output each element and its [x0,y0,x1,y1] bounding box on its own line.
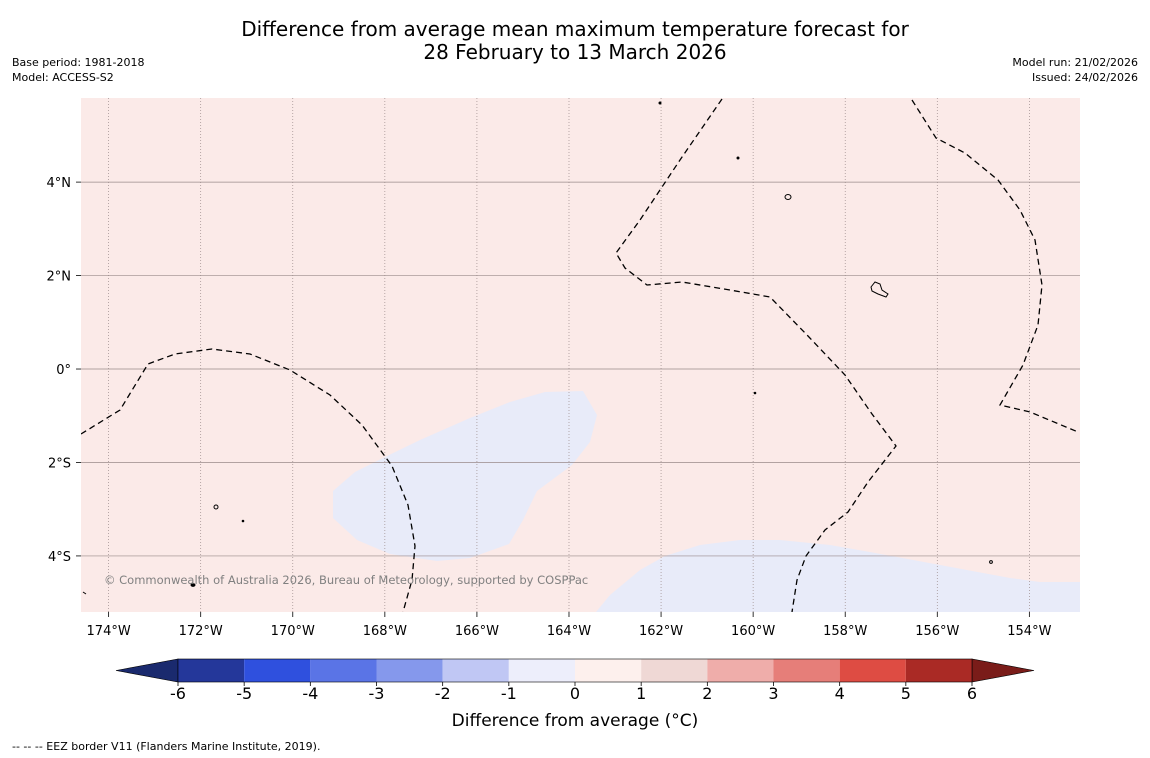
model-run: Model run: 21/02/2026 [1012,56,1138,69]
cool-anomaly-region-central [333,391,597,561]
title-line-1: Difference from average mean maximum tem… [241,17,909,41]
lon-tick-label: 156°W [915,624,959,639]
latitude-labels: 4°N 2°N 0° 2°S 4°S [47,176,81,565]
issued-date: Issued: 24/02/2026 [1031,71,1138,84]
colorbar-tick-label: -1 [501,684,517,703]
graticule [81,98,1080,612]
eez-border-central [615,98,897,612]
cool-anomaly-region-south [596,540,1080,612]
chart-title: Difference from average mean maximum tem… [0,18,1150,64]
copyright-notice: © Commonwealth of Australia 2026, Bureau… [104,573,588,587]
colorbar-tick-label: -2 [435,684,451,703]
lon-tick-label: 170°W [271,624,315,639]
colorbar-tick-label: 5 [901,684,911,703]
base-period: Base period: 1981-2018 [12,56,145,69]
island-west [213,504,219,510]
colorbar-tick-label: -5 [236,684,252,703]
colorbar-segment [641,659,708,682]
lon-tick-label: 160°W [731,624,775,639]
colorbar-tick-label: 3 [768,684,778,703]
island-tiny-4 [241,519,245,523]
island-tiny-3 [753,391,757,395]
map-background [81,98,1080,612]
lon-tick-label: 164°W [547,624,591,639]
island-tiny-2 [736,156,740,160]
metadata-left: Base period: 1981-2018 Model: ACCESS-S2 [12,55,144,85]
colorbar-segment [839,659,906,682]
title-line-2: 28 February to 13 March 2026 [423,40,727,64]
colorbar-tick-label: 2 [702,684,712,703]
lat-tick-label: 2°S [48,456,71,471]
lon-tick-label: 166°W [455,624,499,639]
lat-tick-label: 4°S [48,550,71,565]
islands [82,101,993,595]
island-tiny-5 [190,583,196,587]
lon-tick-label: 154°W [1007,624,1051,639]
colorbar: -6 -5 -4 -3 -2 -1 0 1 2 3 4 5 6 [115,658,1035,703]
lat-tick-label: 4°N [47,176,72,191]
colorbar-tick-label: 0 [570,684,580,703]
island-north [784,194,792,200]
colorbar-extend-low [115,658,179,683]
lat-tick-label: 0° [56,363,71,378]
island-tiny-1 [658,101,662,105]
metadata-right: Model run: 21/02/2026 Issued: 24/02/2026 [1012,55,1138,85]
colorbar-tick-label: -4 [302,684,318,703]
colorbar-segment [376,659,443,682]
lon-tick-label: 168°W [363,624,407,639]
eez-border-west [81,348,416,612]
eez-borders [81,98,1079,612]
colorbar-tick-label: -3 [369,684,385,703]
longitude-labels: 174°W 172°W 170°W 168°W 166°W 164°W 162°W 160°W… [87,612,1052,639]
island-tiny-7 [82,591,87,595]
colorbar-segment [178,659,245,682]
lon-tick-label: 172°W [179,624,223,639]
colorbar-tick-label: -6 [170,684,186,703]
island-tiny-6 [989,560,993,564]
colorbar-segment [442,659,509,682]
colorbar-segment [508,659,575,682]
colorbar-segment [575,659,642,682]
lon-tick-label: 158°W [823,624,867,639]
lat-tick-label: 2°N [47,270,72,285]
lon-tick-label: 174°W [87,624,131,639]
colorbar-tick-label: 6 [967,684,977,703]
colorbar-segment [707,659,774,682]
colorbar-label: Difference from average (°C) [451,711,699,731]
colorbar-segment [244,659,311,682]
lon-tick-label: 162°W [639,624,683,639]
colorbar-segment [905,659,972,682]
colorbar-tick-label: 4 [835,684,845,703]
colorbar-segment [310,659,377,682]
colorbar-segment [773,659,840,682]
model-name: Model: ACCESS-S2 [12,71,114,84]
island-kiribati-east [870,281,889,298]
map-area: © Commonwealth of Australia 2026, Bureau… [81,98,1080,612]
colorbar-tick-label: 1 [636,684,646,703]
colorbar-extend-high [971,658,1035,683]
eez-footnote: -- -- -- EEZ border V11 (Flanders Marine… [12,740,321,753]
eez-border-east [911,99,1079,433]
